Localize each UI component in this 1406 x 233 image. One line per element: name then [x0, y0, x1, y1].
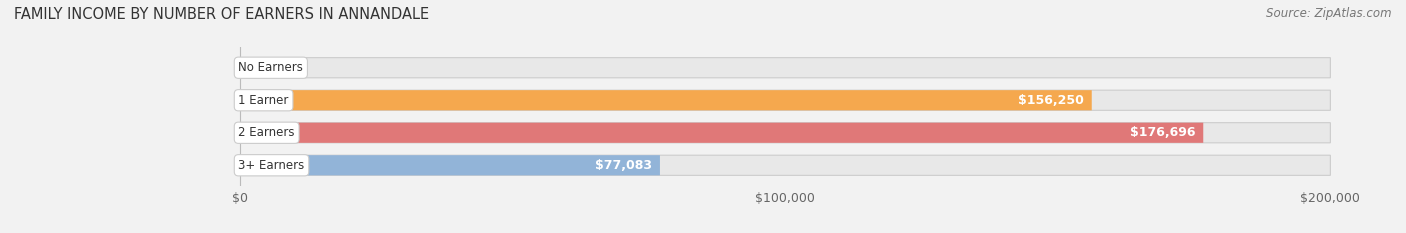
Text: $176,696: $176,696: [1129, 126, 1195, 139]
FancyBboxPatch shape: [239, 58, 1330, 78]
Text: $0: $0: [267, 61, 284, 74]
Text: FAMILY INCOME BY NUMBER OF EARNERS IN ANNANDALE: FAMILY INCOME BY NUMBER OF EARNERS IN AN…: [14, 7, 429, 22]
FancyBboxPatch shape: [239, 90, 1330, 110]
Text: 3+ Earners: 3+ Earners: [239, 159, 305, 172]
Text: $156,250: $156,250: [1018, 94, 1084, 107]
FancyBboxPatch shape: [239, 123, 1204, 143]
FancyBboxPatch shape: [239, 123, 1330, 143]
FancyBboxPatch shape: [239, 155, 1330, 175]
Text: 1 Earner: 1 Earner: [239, 94, 288, 107]
FancyBboxPatch shape: [239, 155, 659, 175]
Text: No Earners: No Earners: [239, 61, 304, 74]
Text: Source: ZipAtlas.com: Source: ZipAtlas.com: [1267, 7, 1392, 20]
Text: $77,083: $77,083: [595, 159, 652, 172]
Text: 2 Earners: 2 Earners: [239, 126, 295, 139]
FancyBboxPatch shape: [239, 90, 1091, 110]
